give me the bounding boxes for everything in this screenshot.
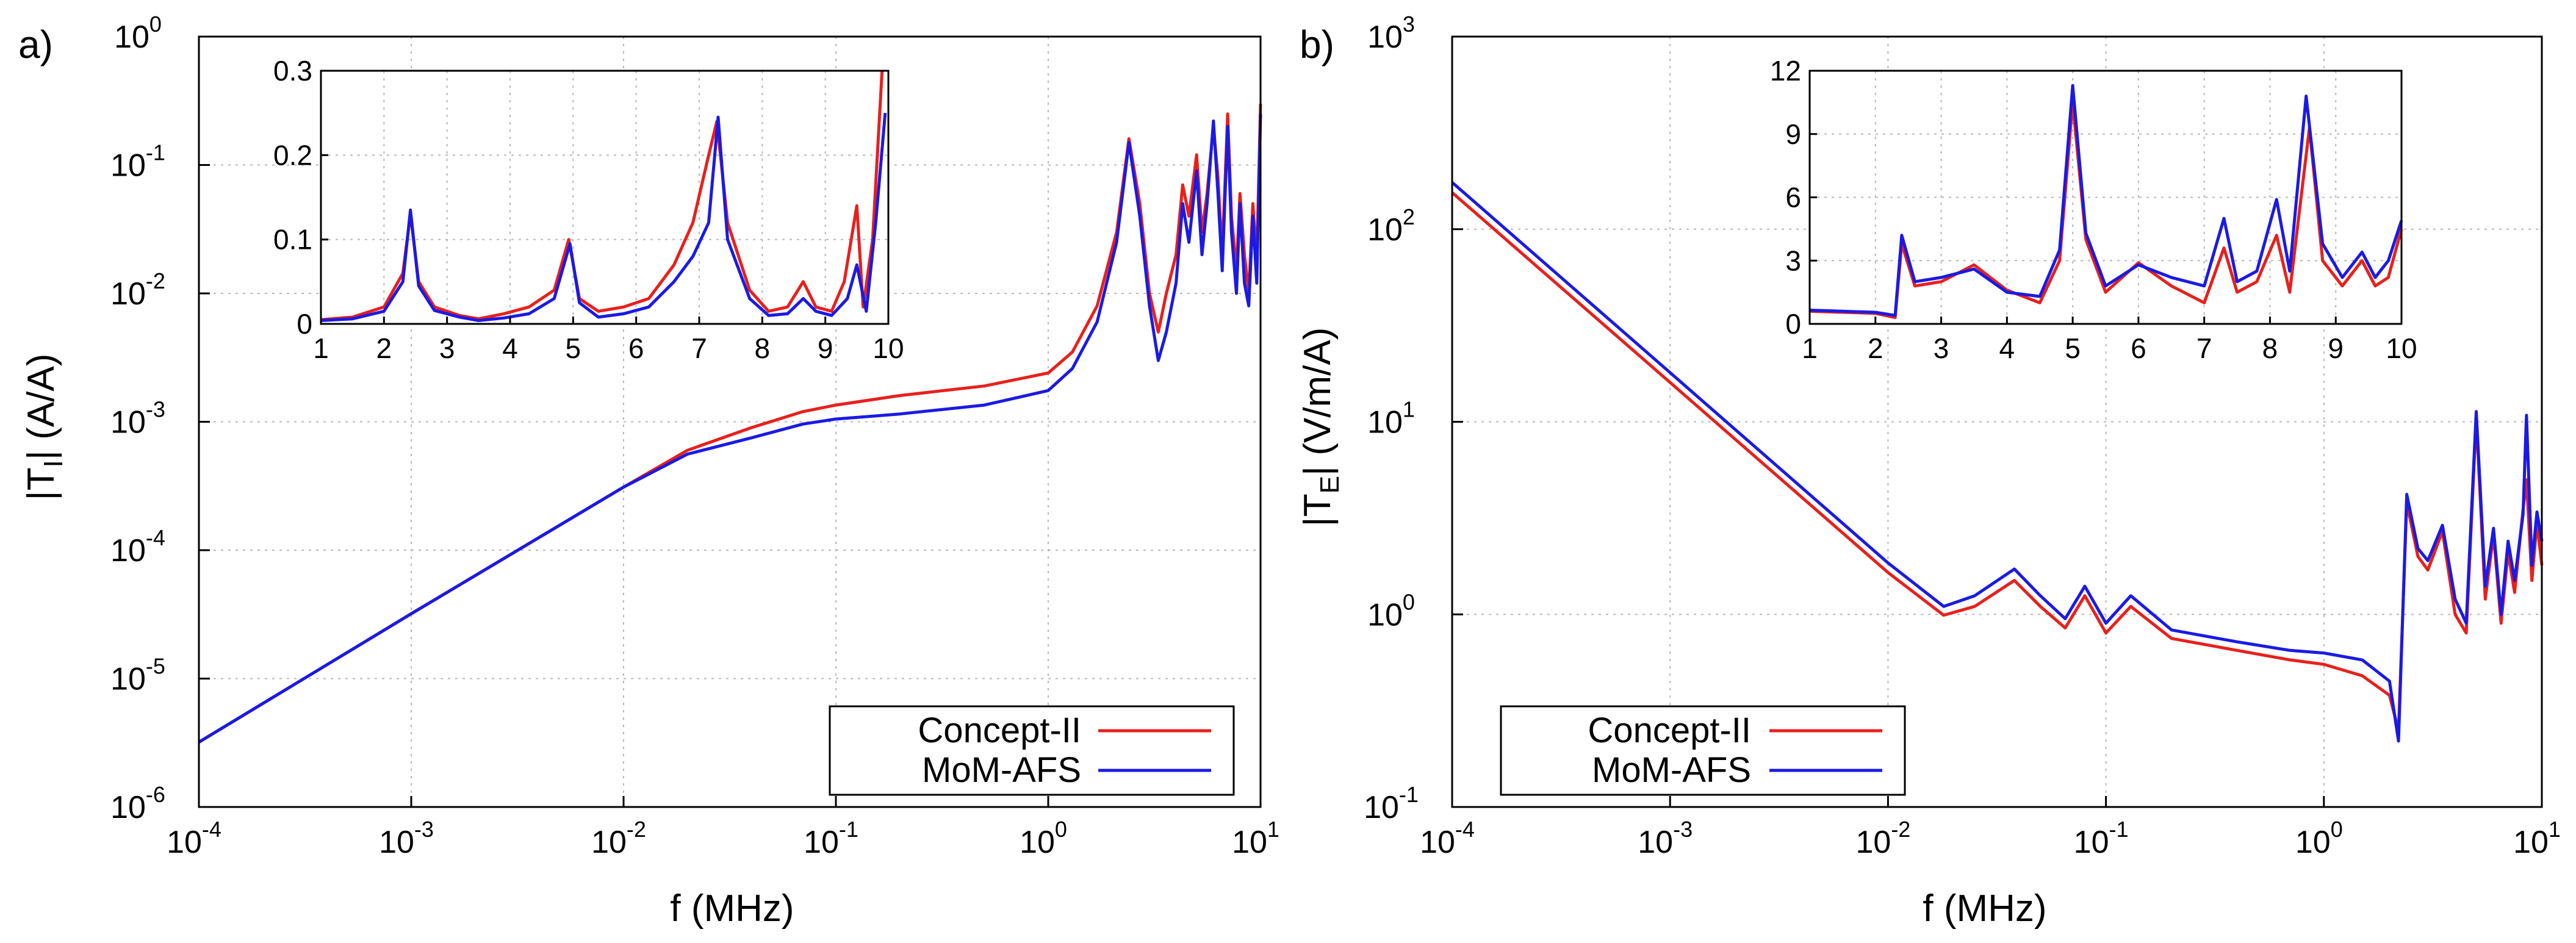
panel-a-y-ticks: 10-6 10-5 10-4 10-3 10-2 10-1 100 <box>110 12 210 825</box>
panel-b-legend: Concept-II MoM-AFS <box>1500 705 1906 796</box>
panel-a-x-tick-3: 10-1 <box>804 817 858 860</box>
panel-b-series-mom-afs <box>1451 181 2544 743</box>
panel-b-inset-x-tick-7: 8 <box>2262 332 2278 364</box>
panel-b-inset-x-tick-6: 7 <box>2196 332 2212 364</box>
panel-a-y-tick-6: 100 <box>114 12 162 55</box>
panel-b-x-label: f (MHz) <box>1923 887 2046 930</box>
panel-b-legend-label-0: Concept-II <box>1588 711 1751 750</box>
panel-a-y-tick-1: 10-5 <box>110 654 165 697</box>
panel-a-y-tick-3: 10-3 <box>110 397 165 440</box>
panel-b-inset-y-tick-2: 6 <box>1785 182 1801 213</box>
panel-a-inset-y-tick-1: 0.1 <box>273 224 312 256</box>
panel-b-y-tick-4: 103 <box>1367 12 1415 55</box>
panel-b-x-tick-1: 10-3 <box>1638 817 1693 860</box>
panel-a-inset-x-tick-8: 9 <box>818 332 833 364</box>
panel-b-inset-x-tick-5: 6 <box>2131 332 2146 364</box>
panel-b-inset-x-tick-1: 2 <box>1868 332 1883 364</box>
panel-a-inset-series-concept-ii <box>320 70 884 321</box>
panel-a-legend: Concept-II MoM-AFS <box>829 705 1235 796</box>
panel-a-x-label: f (MHz) <box>670 887 794 930</box>
panel-a-inset-x-tick-4: 5 <box>566 332 581 364</box>
panel-b-inset-x-ticks: 1 2 3 4 5 6 7 8 9 10 <box>1802 317 2417 364</box>
panel-a-legend-box <box>829 705 1235 796</box>
panel-b-x-tick-2: 10-2 <box>1855 817 1910 860</box>
panel-b-inset-x-tick-0: 1 <box>1802 332 1818 364</box>
panel-b-legend-box <box>1500 705 1906 796</box>
panel-a-y-label: |TI| (A/A) <box>20 354 68 501</box>
panel-a-y-tick-4: 10-2 <box>110 268 165 312</box>
panel-b-y-tick-1: 100 <box>1367 589 1415 633</box>
panel-a-inset-x-tick-5: 6 <box>628 332 644 364</box>
panel-b-x-tick-3: 10-1 <box>2074 817 2129 860</box>
panel-label-a: a) <box>18 23 53 66</box>
panel-a-inset-x-tick-7: 8 <box>755 332 771 364</box>
panel-b-y-tick-2: 101 <box>1367 397 1415 440</box>
panel-b-inset-series <box>1809 84 2403 320</box>
panel-a-series <box>198 104 1262 744</box>
panel-a-inset-y-tick-2: 0.2 <box>273 139 312 171</box>
panel-a-inset-y-tick-3: 0.3 <box>273 55 312 87</box>
panel-a-x-tick-2: 10-2 <box>591 817 646 860</box>
panel-b-inset-y-tick-4: 12 <box>1770 55 1801 87</box>
panel-b-legend-label-1: MoM-AFS <box>1592 750 1751 790</box>
panel-a-inset-series-mom-afs <box>320 112 887 322</box>
panel-a-inset-x-tick-3: 4 <box>502 332 518 364</box>
panel-b-x-tick-5: 101 <box>2513 817 2561 860</box>
panel-a-x-tick-0: 10-4 <box>167 817 221 860</box>
panel-a-inset-x-tick-6: 7 <box>691 332 707 364</box>
panel-b-inset-x-tick-9: 10 <box>2386 332 2417 364</box>
panel-a: a) 10-4 10-3 10-2 10-1 100 101 10-610-510-410… <box>18 12 1279 930</box>
panel-a-y-tick-5: 10-1 <box>110 140 165 184</box>
panel-a-x-tick-1: 10-3 <box>379 817 434 860</box>
panel-b-inset-y-tick-0: 0 <box>1785 308 1801 340</box>
panel-a-series-mom-afs <box>198 113 1262 744</box>
panel-b-y-ticks: 10-1 100 101 102 103 <box>1364 12 1463 825</box>
panel-b-y-label: |TE| (V/m/A) <box>1297 328 1345 527</box>
panel-b-y-tick-3: 102 <box>1367 204 1415 248</box>
panel-b: b) 10-4 10-3 10-2 10-1 100 101 10-11001011021… <box>1297 12 2561 930</box>
panel-b-y-tick-0: 10-1 <box>1364 782 1419 825</box>
panel-b-inset-x-tick-3: 4 <box>1999 332 2015 364</box>
panel-a-x-tick-5: 101 <box>1232 817 1279 860</box>
panel-b-inset-x-tick-4: 5 <box>2065 332 2081 364</box>
panel-b-inset-x-tick-2: 3 <box>1934 332 1949 364</box>
panel-a-inset-x-tick-1: 2 <box>376 332 392 364</box>
panel-a-x-tick-4: 100 <box>1020 817 1067 860</box>
panel-a-inset: 1 2 3 4 5 6 7 8 9 10 0 0.1 0.2 0.3 <box>273 55 904 364</box>
panel-a-inset-x-tick-0: 1 <box>313 332 329 364</box>
panel-a-inset-x-tick-2: 3 <box>439 332 455 364</box>
panel-a-inset-frame <box>320 70 890 325</box>
panel-b-inset-series-concept-ii <box>1809 101 2403 320</box>
panel-a-y-tick-2: 10-4 <box>110 525 165 568</box>
panel-a-y-tick-0: 10-6 <box>110 782 165 825</box>
panel-b-inset-x-tick-8: 9 <box>2328 332 2344 364</box>
panel-a-legend-label-0: Concept-II <box>918 711 1081 750</box>
panel-a-inset-y-tick-0: 0 <box>297 308 312 340</box>
panel-b-x-ticks: 10-4 10-3 10-2 10-1 100 101 <box>1420 796 2561 860</box>
panel-a-inset-series <box>320 70 887 322</box>
panel-a-legend-label-1: MoM-AFS <box>922 750 1081 790</box>
panel-label-b: b) <box>1300 23 1334 66</box>
panel-b-series <box>1451 181 2544 743</box>
panel-a-x-ticks: 10-4 10-3 10-2 10-1 100 101 <box>167 796 1279 860</box>
panel-b-inset-y-tick-3: 9 <box>1785 118 1801 150</box>
panel-a-inset-y-ticks: 0 0.1 0.2 0.3 <box>273 55 328 340</box>
panel-b-inset-series-mom-afs <box>1809 84 2403 317</box>
panel-a-inset-x-ticks: 1 2 3 4 5 6 7 8 9 10 <box>313 317 904 364</box>
panel-b-inset-y-tick-1: 3 <box>1785 245 1801 276</box>
panel-b-x-tick-4: 100 <box>2295 817 2343 860</box>
panel-b-inset-y-ticks: 0 3 6 9 12 <box>1770 55 1817 340</box>
panel-a-inset-background <box>321 71 888 324</box>
panel-a-inset-x-tick-9: 10 <box>872 332 904 364</box>
panel-b-x-tick-0: 10-4 <box>1420 817 1475 860</box>
